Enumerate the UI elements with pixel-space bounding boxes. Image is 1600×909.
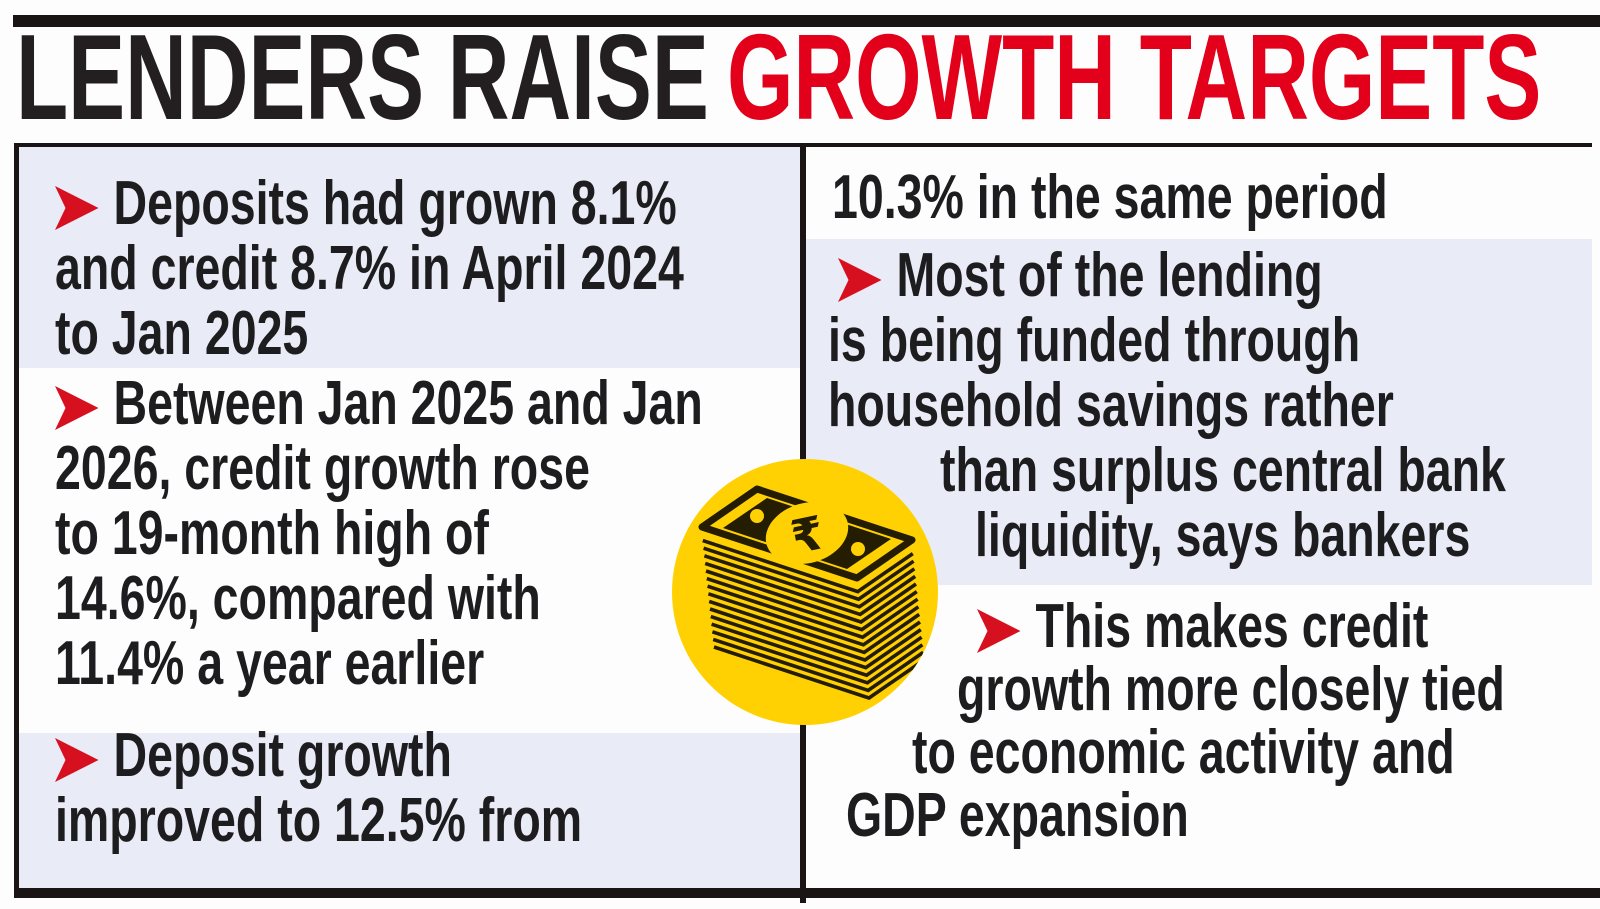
highlight-box-lending-funding (806, 239, 1592, 585)
bullet-line: liquidity, says bankers (975, 501, 1471, 570)
top-banknote: ₹ (698, 485, 916, 582)
bullet-line: 14.6%, compared with (55, 564, 541, 633)
bullet-line: and credit 8.7% in April 2024 (55, 234, 684, 303)
bullet-line: GDP expansion (846, 781, 1189, 850)
frame-left-rule (14, 143, 19, 898)
bullet-line: Most of the lending (838, 243, 1480, 308)
bullet-arrow-icon (838, 258, 882, 302)
highlight-box-deposits (19, 147, 800, 368)
bullet-credit-gdp: This makes credit growth more closely ti… (830, 595, 1600, 847)
bullet-line: growth more closely tied (957, 655, 1505, 724)
bullet-line: to economic activity and (912, 718, 1455, 787)
bullet-line: household savings rather (828, 371, 1394, 440)
bullet-line: 11.4% a year earlier (55, 629, 485, 698)
bullet-text: Between Jan 2025 and Jan (113, 369, 703, 438)
bullet-line: to 19-month high of (55, 499, 489, 568)
highlight-box-deposit-growth (19, 733, 800, 888)
bullet-text: Deposits had grown 8.1% (113, 169, 677, 238)
bullet-text: This makes credit (1035, 592, 1429, 661)
page-title: LENDERS RAISE GROWTH TARGETS (16, 16, 1541, 138)
bullet-arrow-icon (55, 186, 99, 230)
bullet-arrow-icon (55, 738, 99, 782)
bullet-arrow-icon (55, 386, 99, 430)
bullet-line: Between Jan 2025 and Jan (55, 371, 703, 436)
bullet-line: Deposits had grown 8.1% (55, 171, 684, 236)
bullet-line: This makes credit (977, 595, 1510, 658)
bullet-arrow-icon (977, 609, 1021, 653)
bullet-text: Deposit growth (113, 721, 452, 790)
bullet-deposits-grown: Deposits had grown 8.1% and credit 8.7% … (55, 171, 893, 366)
rupee-banknote-stack-icon: ₹ (672, 459, 938, 725)
title-black-part: LENDERS RAISE (16, 9, 709, 145)
bullet-lending-funded: Most of the lending is being funded thro… (828, 243, 1600, 568)
continuation-text: 10.3% in the same period (832, 163, 1388, 232)
bullet-line: to Jan 2025 (55, 299, 309, 368)
top-rule-bar (13, 15, 1600, 27)
bullet-line: is being funded through (828, 306, 1361, 375)
bullet-line: improved to 12.5% from (55, 786, 583, 855)
bullet-line: 2026, credit growth rose (55, 434, 590, 503)
bullet-text: Most of the lending (896, 241, 1323, 310)
frame-bottom-rule (14, 888, 1600, 898)
title-red-part: GROWTH TARGETS (726, 9, 1542, 145)
bullet-deposit-growth-improved: Deposit growth improved to 12.5% from (55, 723, 758, 853)
continuation-line-block: 10.3% in the same period (832, 165, 1573, 230)
bullet-line: than surplus central bank (940, 436, 1506, 505)
bullet-credit-growth-rose: Between Jan 2025 and Jan 2026, credit gr… (55, 371, 919, 696)
bullet-line: Deposit growth (55, 723, 582, 788)
